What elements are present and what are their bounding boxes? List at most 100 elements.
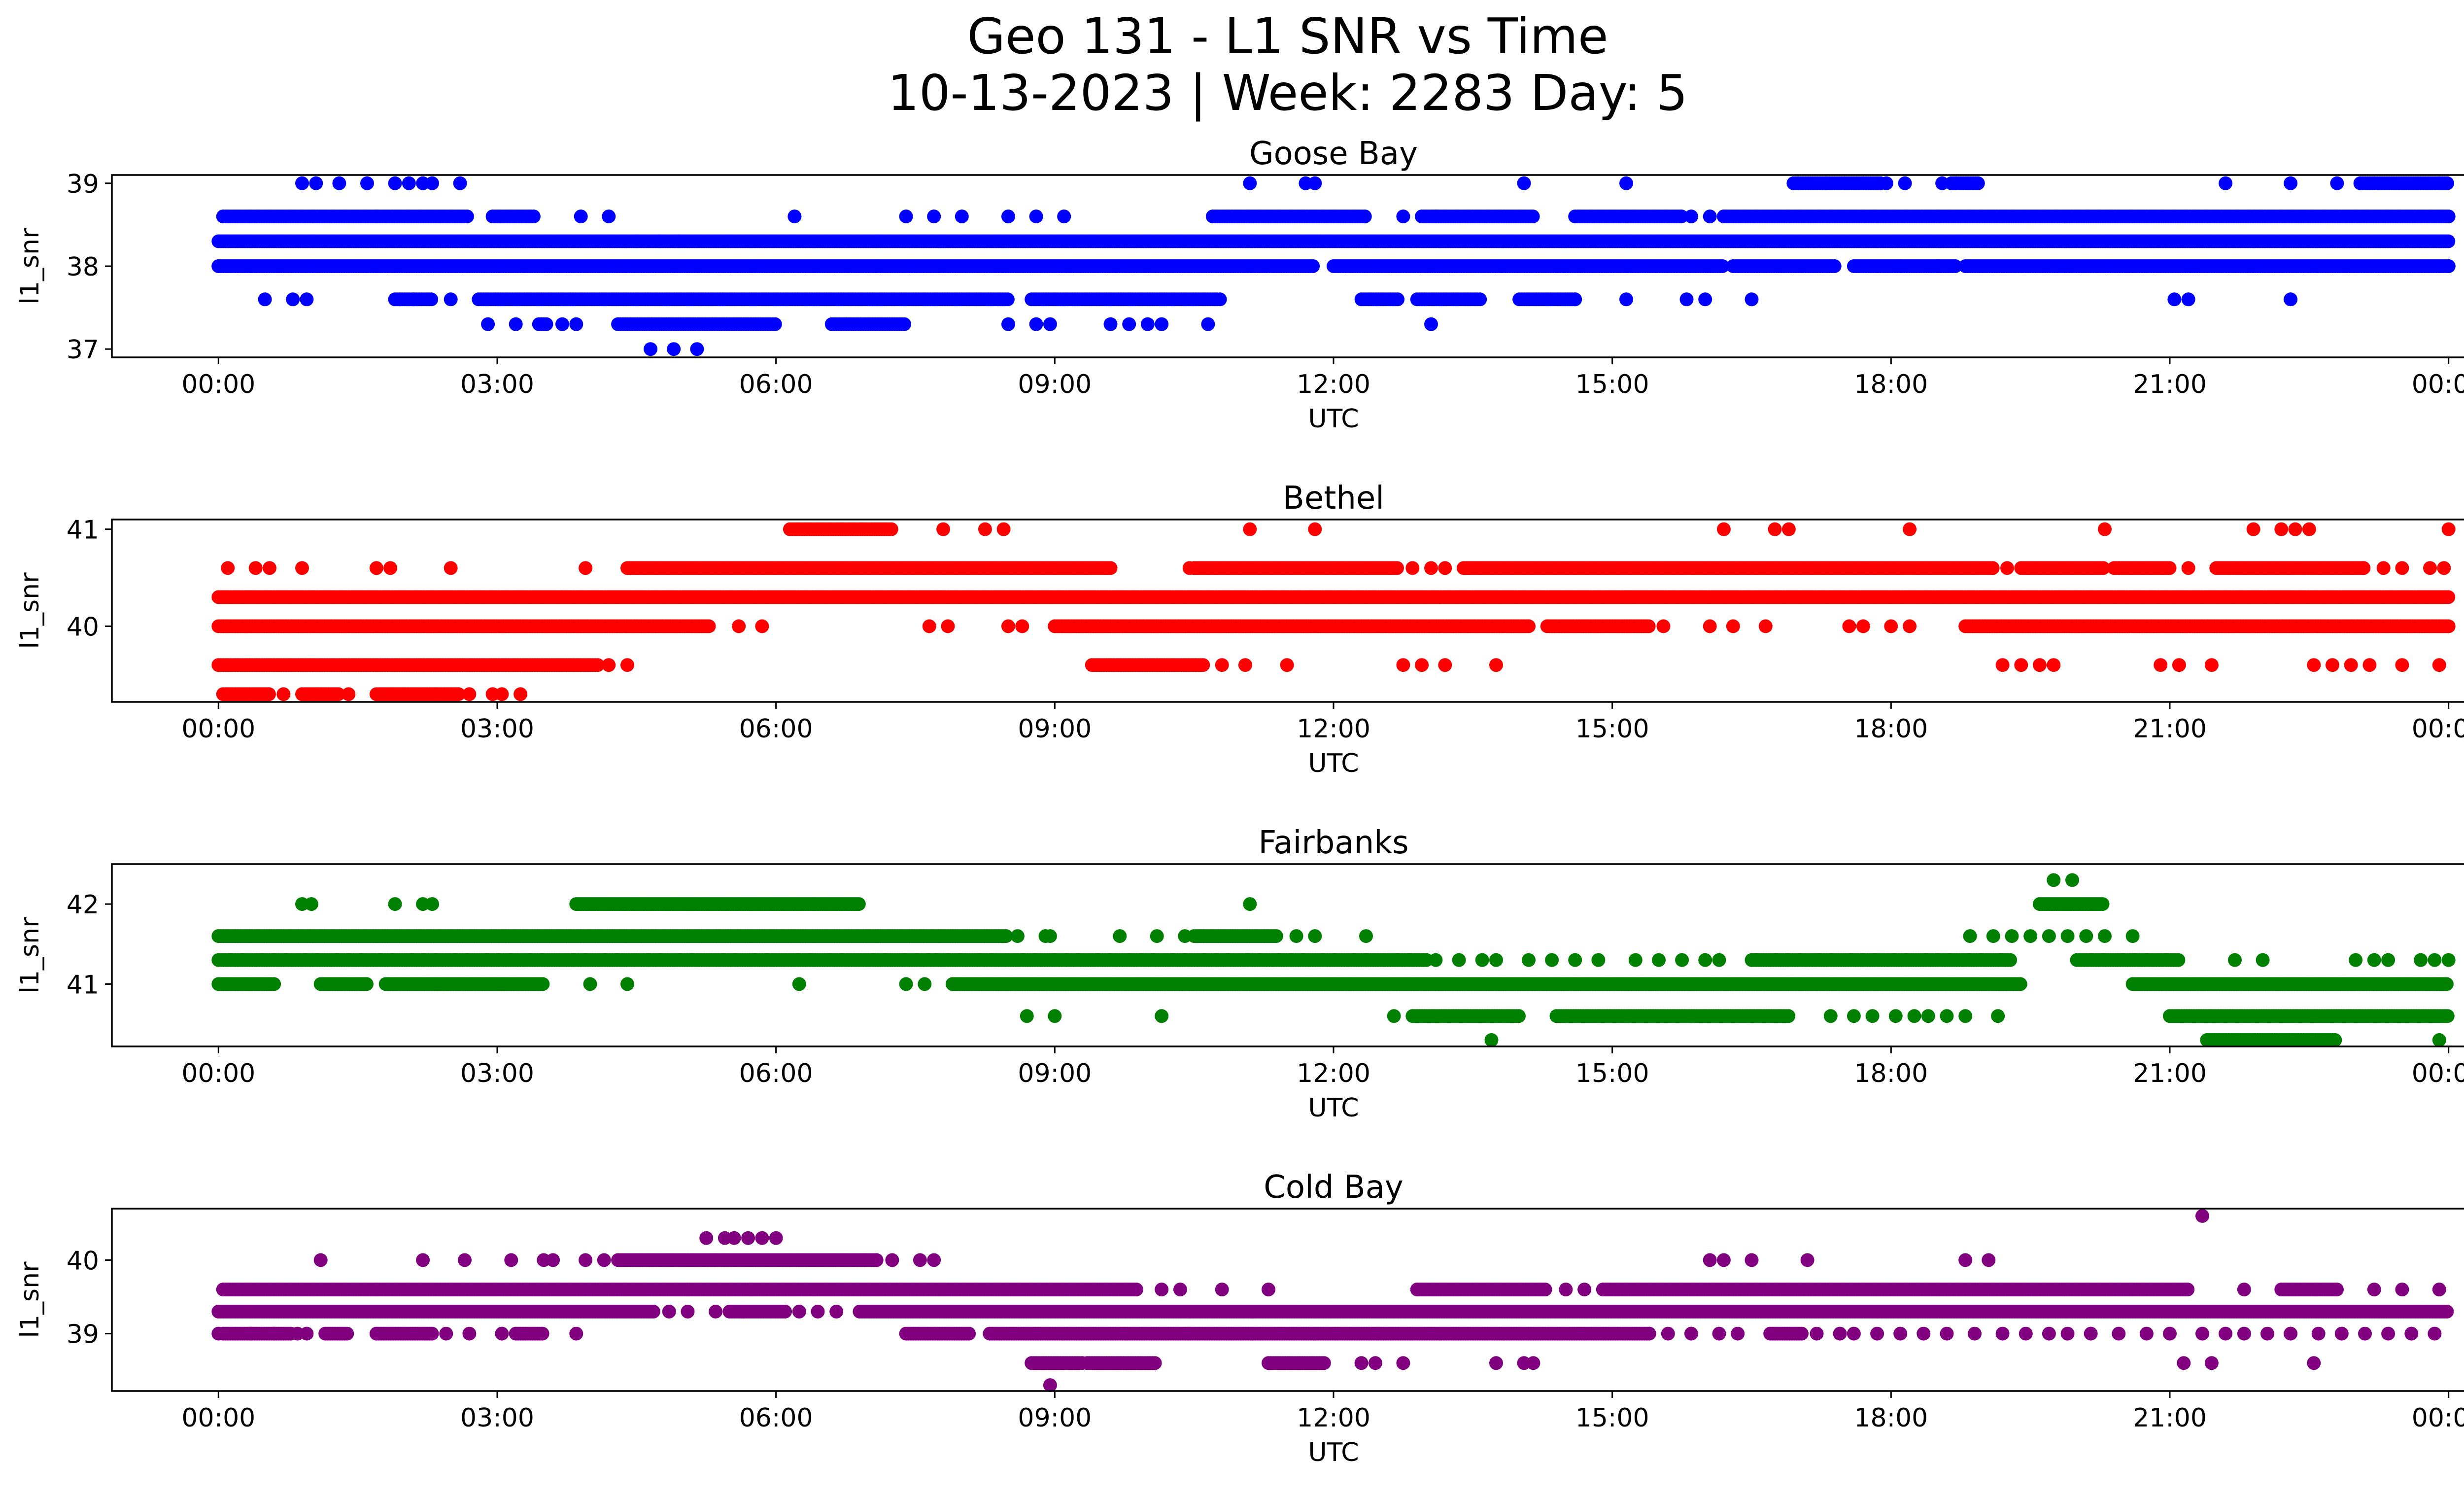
scatter-point <box>629 234 644 248</box>
scatter-band <box>211 658 605 672</box>
y-tick-label: 37 <box>67 335 99 365</box>
scatter-point <box>1001 317 1015 331</box>
scatter-band <box>1048 619 1536 633</box>
scatter-point <box>407 292 421 307</box>
figure-title-line2: 10-13-2023 | Week: 2283 Day: 5 <box>888 64 1687 122</box>
scatter-band <box>1354 292 1405 307</box>
x-tick-label: 18:00 <box>1854 370 1928 399</box>
scatter-point <box>1745 292 1759 307</box>
scatter-point <box>591 658 605 672</box>
scatter-point <box>539 317 553 331</box>
scatter-point <box>309 176 323 190</box>
scatter-band <box>211 259 1320 273</box>
scatter-point <box>1568 292 1582 307</box>
scatter-point <box>927 209 941 224</box>
scatter-point <box>2441 209 2456 224</box>
scatter-point <box>1043 317 1057 331</box>
scatter-point <box>1898 176 1912 190</box>
scatter-band <box>532 317 553 331</box>
scatter-point <box>2284 292 2298 307</box>
scatter-band <box>472 292 1015 307</box>
scatter-point <box>1424 317 1438 331</box>
scatter-band <box>1716 209 2456 224</box>
scatter-band <box>1025 292 1227 307</box>
scatter-band <box>1540 619 1656 633</box>
scatter-point <box>1358 209 1372 224</box>
scatter-point <box>1029 317 1043 331</box>
scatter-point <box>2432 176 2446 190</box>
scatter-point <box>899 209 913 224</box>
scatter-point <box>1838 176 1852 190</box>
x-tick-label: 12:00 <box>1297 370 1370 399</box>
scatter-point <box>555 317 569 331</box>
scatter-band <box>1085 658 1210 672</box>
scatter-point <box>1308 176 1322 190</box>
scatter-point <box>211 259 226 273</box>
scatter-band <box>1327 259 1730 273</box>
scatter-point <box>1879 176 1893 190</box>
scatter-point <box>1103 317 1118 331</box>
scatter-point <box>2181 292 2195 307</box>
y-tick-label: 38 <box>67 252 99 282</box>
scatter-point <box>1001 209 1015 224</box>
scatter-point <box>569 317 583 331</box>
scatter-band <box>824 317 911 331</box>
scatter-point <box>1684 209 1698 224</box>
scatter-point <box>1703 209 1717 224</box>
scatter-point <box>2441 590 2456 604</box>
scatter-point <box>690 342 704 356</box>
scatter-series <box>211 522 2456 701</box>
scatter-point <box>460 209 474 224</box>
scatter-series <box>211 176 2456 356</box>
scatter-point <box>702 619 716 633</box>
subplot-title: Goose Bay <box>1249 136 1418 172</box>
scatter-point <box>1930 259 1945 273</box>
scatter-point <box>1517 176 1531 190</box>
scatter-point <box>1429 209 1443 224</box>
scatter-point <box>258 292 272 307</box>
scatter-point <box>1715 259 1730 273</box>
scatter-point <box>453 176 467 190</box>
x-tick-label: 00:00 <box>2412 370 2464 399</box>
scatter-point <box>1893 259 1908 273</box>
scatter-point <box>2367 176 2381 190</box>
scatter-point <box>388 176 402 190</box>
scatter-point <box>602 209 616 224</box>
y-axis-label: l1_snr <box>15 228 45 305</box>
scatter-point <box>444 292 458 307</box>
scatter-point <box>300 292 314 307</box>
scatter-point <box>644 342 658 356</box>
scatter-point <box>1679 292 1694 307</box>
scatter-point <box>1971 176 1985 190</box>
scatter-point <box>787 209 802 224</box>
scatter-point <box>2441 259 2456 273</box>
scatter-point <box>1391 292 1405 307</box>
scatter-point <box>1057 209 1071 224</box>
scatter-point <box>295 176 309 190</box>
scatter-point <box>1473 292 1487 307</box>
x-tick-label: 03:00 <box>460 370 534 399</box>
scatter-point <box>1155 317 1169 331</box>
scatter-band <box>611 317 782 331</box>
scatter-point <box>2441 234 2456 248</box>
scatter-band <box>211 590 2456 604</box>
scatter-point <box>1396 209 1410 224</box>
scatter-point <box>526 209 541 224</box>
scatter-point <box>1000 292 1015 307</box>
x-tick-label: 06:00 <box>739 370 813 399</box>
scatter-band <box>1568 209 1688 224</box>
scatter-point <box>653 234 667 248</box>
scatter-band <box>485 209 541 224</box>
scatter-point <box>1827 259 1842 273</box>
scatter-point <box>332 176 346 190</box>
scatter-point <box>481 317 495 331</box>
scatter-point <box>1935 176 1950 190</box>
scatter-band <box>1205 209 1372 224</box>
scatter-point <box>768 317 782 331</box>
x-tick-label: 00:00 <box>181 370 255 399</box>
subplot-title: Bethel <box>1283 480 1384 517</box>
scatter-point <box>1619 176 1633 190</box>
